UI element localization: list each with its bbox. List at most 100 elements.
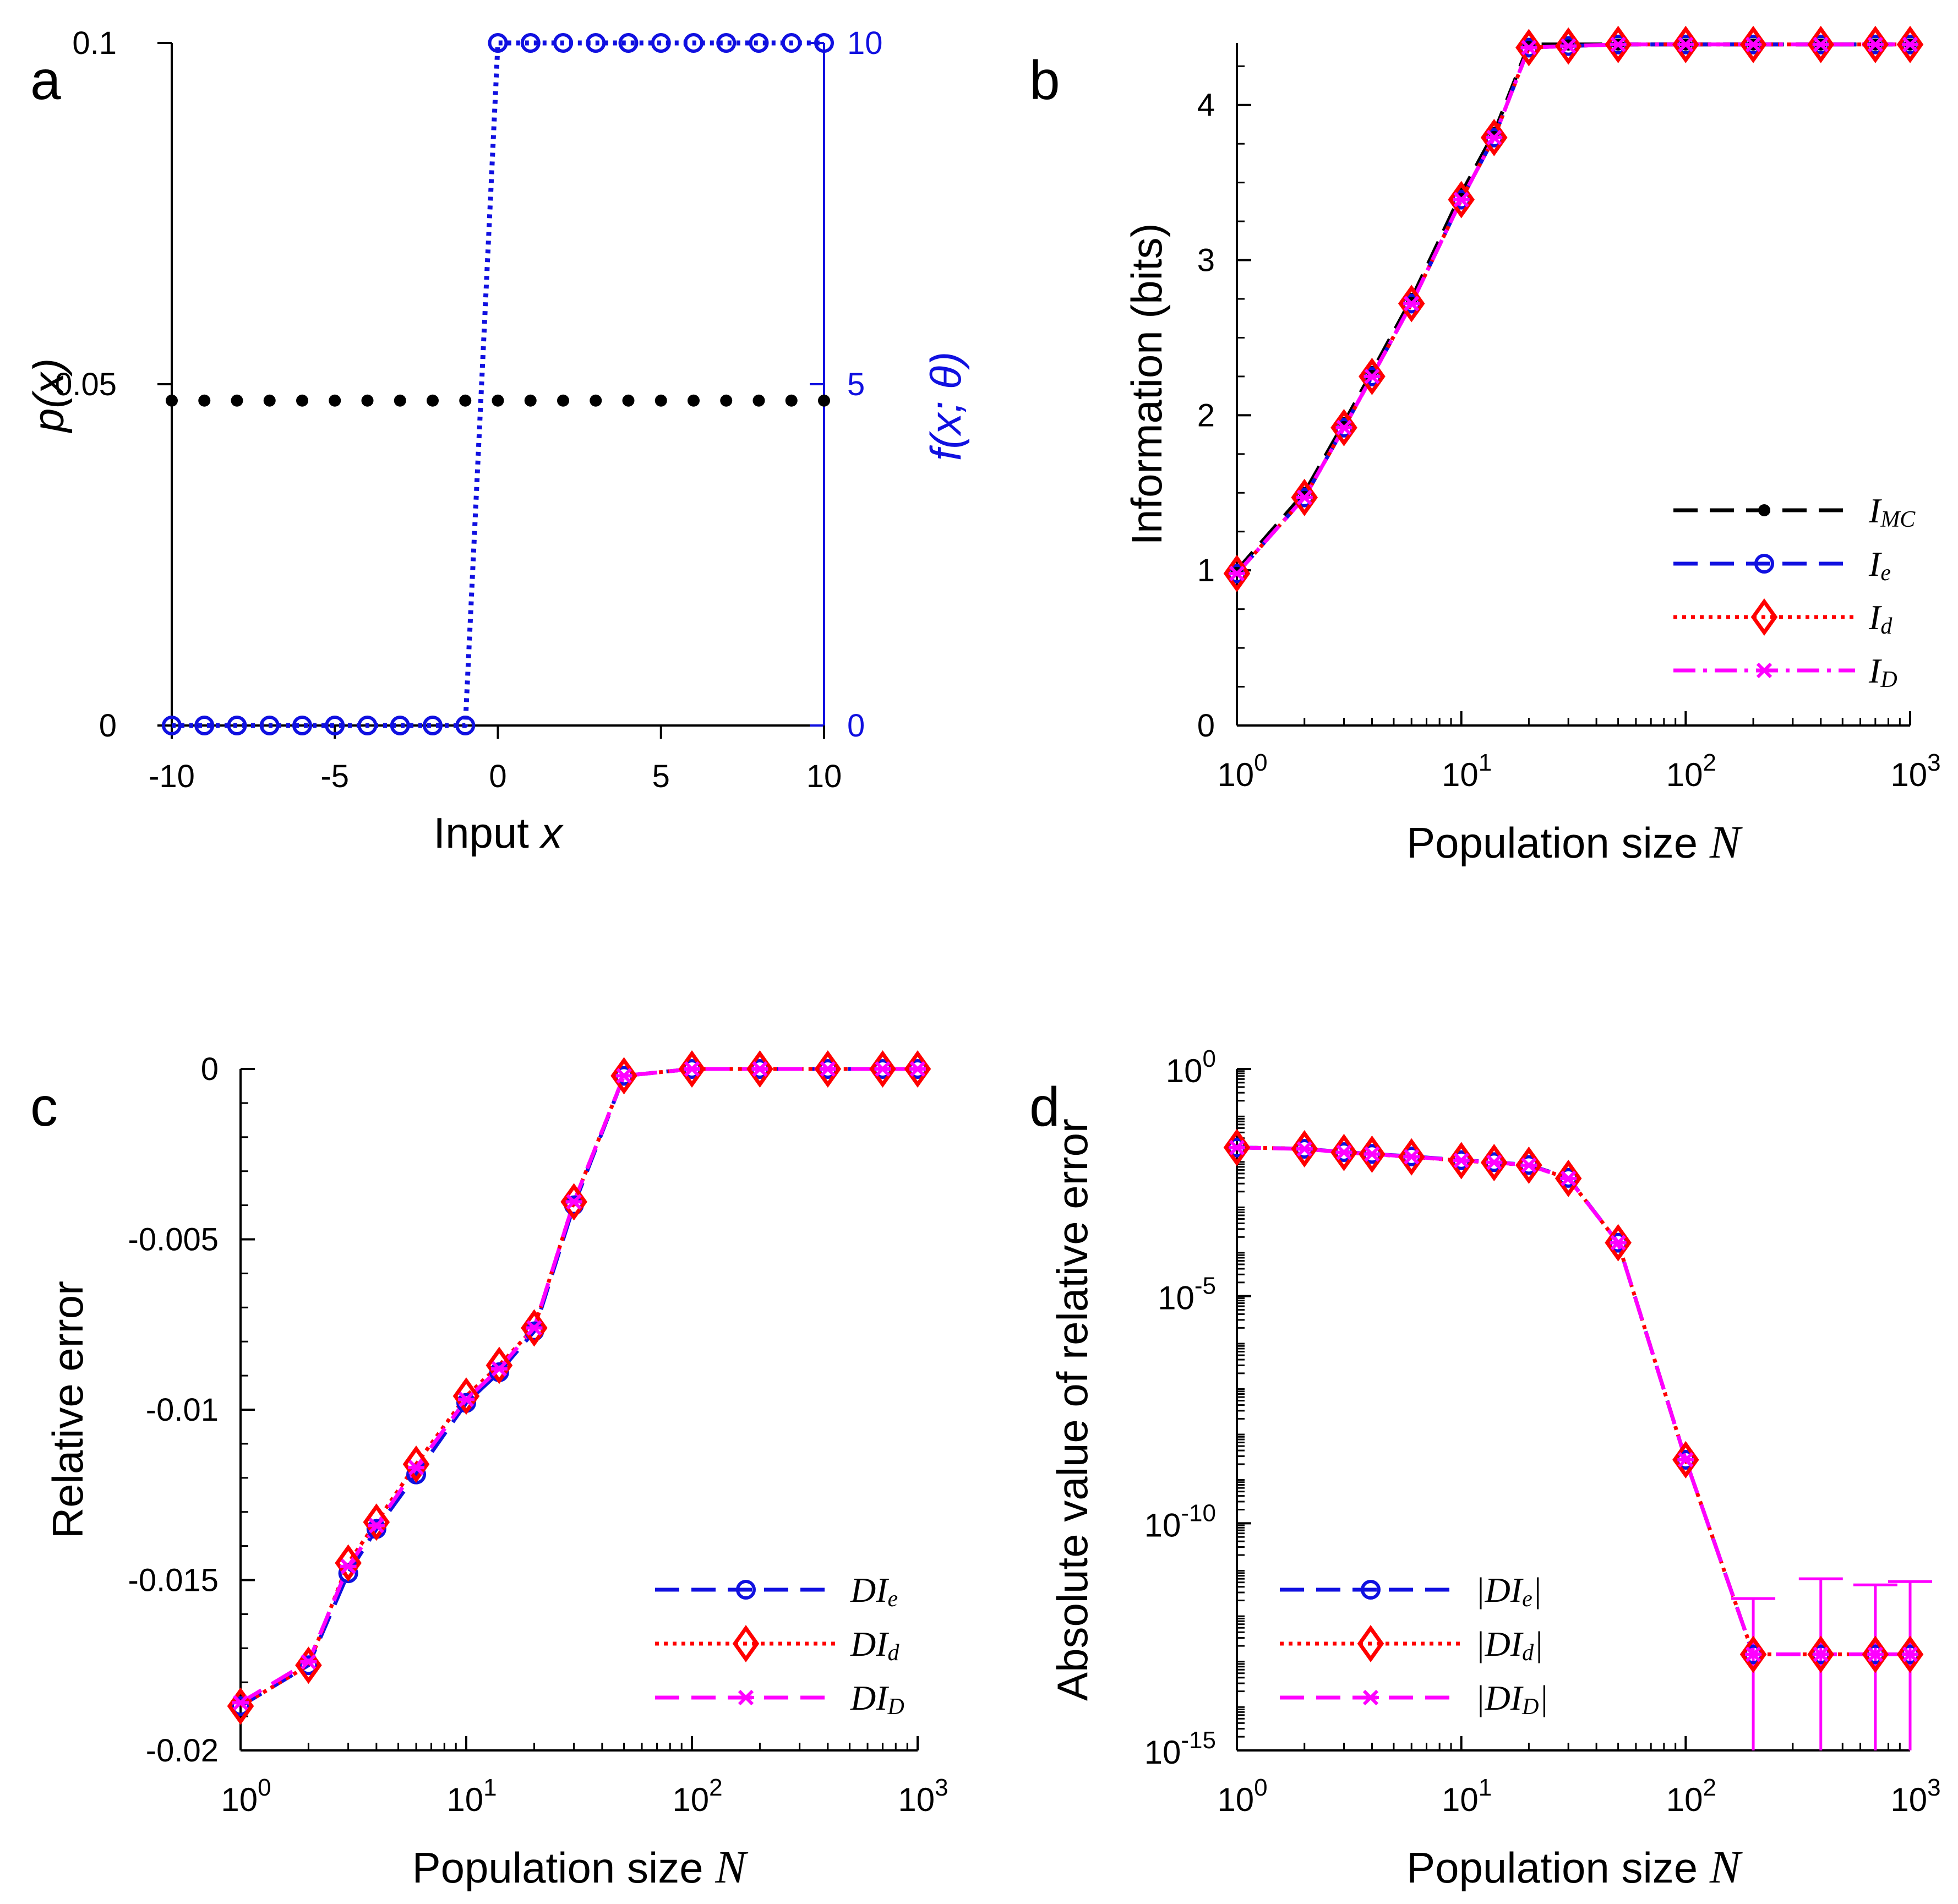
series-point-DID bbox=[1610, 1235, 1627, 1251]
legend-label: Id bbox=[1868, 598, 1892, 639]
series-point-DIe bbox=[231, 1696, 250, 1716]
series-point-DID bbox=[300, 1654, 317, 1670]
p-x-point bbox=[394, 394, 406, 407]
panel-label: b bbox=[1029, 50, 1060, 111]
legend-label-sub: e bbox=[888, 1586, 898, 1612]
legend-marker bbox=[1750, 598, 1778, 636]
legend-marker bbox=[1758, 504, 1770, 516]
x-tick-label: 101 bbox=[1442, 749, 1492, 793]
x-tick-label-base: 10 bbox=[1666, 1781, 1703, 1818]
p-x-point bbox=[785, 394, 798, 407]
y-tick-label-base: 10 bbox=[1144, 1507, 1181, 1543]
legend-marker bbox=[738, 1689, 754, 1706]
legend-marker bbox=[1357, 1624, 1384, 1663]
x-tick-label: 101 bbox=[446, 1774, 497, 1818]
f-x-point bbox=[423, 716, 443, 735]
series-point-DID bbox=[1867, 1646, 1884, 1662]
x-tick-label: 0 bbox=[489, 759, 506, 794]
series-point-ID bbox=[1560, 38, 1577, 54]
x-tick-label: 5 bbox=[652, 759, 670, 794]
y-axis-label: Relative error bbox=[43, 1281, 92, 1539]
y-tick-label: -0.02 bbox=[146, 1733, 219, 1769]
f-x-point bbox=[520, 33, 541, 53]
f-x-point bbox=[553, 33, 573, 53]
x-tick-label-base: 10 bbox=[1442, 1781, 1479, 1818]
p-x-point bbox=[557, 394, 569, 407]
x-axis-label-var: N bbox=[715, 1842, 748, 1893]
series-point-DID bbox=[1229, 1139, 1245, 1155]
y-tick-label-exp: -5 bbox=[1195, 1273, 1216, 1300]
f-x-point bbox=[618, 33, 639, 53]
series-point-ID bbox=[1867, 36, 1884, 52]
series-point-DID bbox=[340, 1558, 357, 1574]
panel-label: a bbox=[30, 50, 61, 111]
legend-label: IMC bbox=[1868, 491, 1916, 532]
f-x-point bbox=[749, 33, 769, 53]
series-point-DId bbox=[1480, 1144, 1508, 1182]
x-tick-label: 100 bbox=[1217, 1774, 1267, 1818]
f-x-point bbox=[586, 33, 606, 53]
f-x-point bbox=[651, 33, 671, 53]
y-tick-label: -0.015 bbox=[128, 1563, 219, 1599]
y-tick-label: -0.005 bbox=[128, 1222, 219, 1258]
legend-label-sub: d bbox=[1880, 614, 1892, 639]
p-x-point bbox=[720, 394, 733, 407]
series-point-DId bbox=[402, 1445, 430, 1483]
x-axis-label-var: N bbox=[1709, 817, 1743, 868]
x-tick-label: 102 bbox=[1666, 749, 1716, 793]
p-x-point bbox=[166, 394, 178, 407]
x-tick-label-exp: 0 bbox=[258, 1774, 271, 1801]
series-point-ID bbox=[1902, 36, 1918, 52]
x-tick-label: 100 bbox=[1217, 749, 1267, 793]
y-right-tick-label: 5 bbox=[847, 367, 865, 402]
x-axis-label-prefix: Population size bbox=[1406, 1843, 1710, 1892]
p-x-point bbox=[655, 394, 667, 407]
series-point-DID bbox=[565, 1194, 582, 1210]
x-tick-label-exp: 3 bbox=[1927, 749, 1940, 776]
f-x-point bbox=[292, 716, 312, 735]
series-line-DId bbox=[239, 1067, 918, 1708]
x-tick-label: 101 bbox=[1442, 1774, 1492, 1818]
series-point-DID bbox=[1403, 1149, 1420, 1165]
series-point-DID bbox=[1296, 1141, 1313, 1157]
series-point-DId bbox=[1330, 1133, 1357, 1171]
legend-label: DID bbox=[850, 1678, 904, 1720]
f-x-point bbox=[227, 716, 247, 735]
x-tick-label: -10 bbox=[149, 759, 195, 794]
legend-label-suffix: | bbox=[1539, 1678, 1548, 1717]
series-point-ID bbox=[1335, 419, 1352, 436]
f-x-point bbox=[325, 716, 345, 735]
series-point-DId bbox=[227, 1687, 254, 1725]
series-line-IMC bbox=[1235, 42, 1910, 572]
series-point-DID bbox=[1453, 1153, 1470, 1169]
legend-label-base: DI bbox=[850, 1624, 889, 1663]
x-axis-label-var: x bbox=[539, 809, 564, 857]
y-left-tick-label: 0.05 bbox=[54, 367, 117, 402]
series-point-DID bbox=[232, 1695, 249, 1711]
x-tick-label: -5 bbox=[320, 759, 349, 794]
y-tick-label: 2 bbox=[1197, 397, 1215, 433]
x-axis-label-prefix: Population size bbox=[1406, 819, 1710, 867]
x-tick-label-exp: 1 bbox=[1479, 1774, 1492, 1801]
p-x-point bbox=[361, 394, 374, 407]
series-point-ID bbox=[1363, 368, 1381, 385]
y-tick-label-exp: -10 bbox=[1181, 1499, 1216, 1526]
series-line-Ie bbox=[1235, 42, 1910, 575]
series-point-DId bbox=[1359, 1135, 1386, 1173]
f-x-point bbox=[781, 33, 801, 53]
series-point-DID bbox=[490, 1361, 508, 1377]
y-right-tick-label: 0 bbox=[847, 708, 865, 744]
legend-marker bbox=[1361, 1580, 1381, 1600]
legend-marker bbox=[1362, 1689, 1379, 1706]
x-tick-label-exp: 2 bbox=[1703, 1774, 1716, 1801]
y-tick-label-base: 10 bbox=[1158, 1280, 1195, 1317]
series-point-DID bbox=[1902, 1646, 1918, 1662]
legend-label: DIe bbox=[850, 1570, 898, 1612]
y-tick-label: 0 bbox=[201, 1051, 219, 1087]
series-point-ID bbox=[1677, 36, 1694, 52]
y-axis-label: Information (bits) bbox=[1122, 223, 1171, 545]
x-tick-label: 100 bbox=[221, 1774, 271, 1818]
legend-label: ID bbox=[1868, 651, 1897, 692]
